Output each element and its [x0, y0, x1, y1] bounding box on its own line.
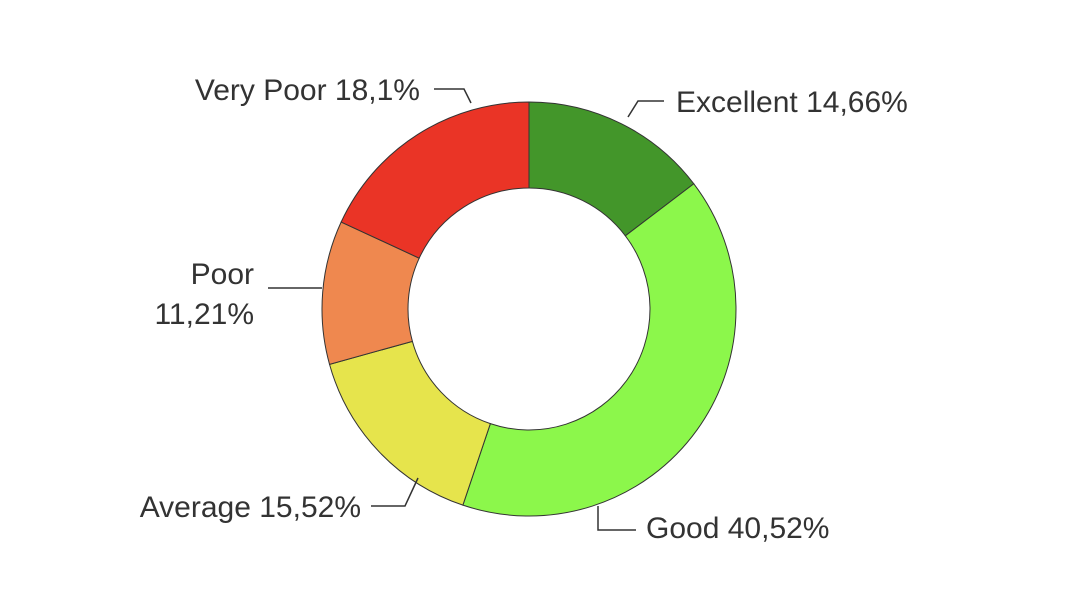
slice-good: [462, 183, 737, 517]
slice-value-good: 40,52%: [728, 512, 830, 545]
slice-category-very-poor: Very Poor: [195, 74, 327, 107]
slice-value-excellent: 14,66%: [806, 86, 908, 119]
slice-category-good: Good: [646, 512, 719, 545]
slice-average: [328, 340, 491, 506]
leader-line-average: [371, 477, 419, 507]
slice-label-very-poor: Very Poor 18,1%: [195, 74, 420, 107]
leader-line-good: [597, 506, 636, 531]
slice-value-average: 15,52%: [259, 491, 361, 524]
slice-very-poor: [340, 101, 530, 259]
slice-category-poor: Poor: [191, 258, 254, 291]
slice-label-excellent: Excellent 14,66%: [676, 86, 908, 119]
slice-label-average: Average 15,52%: [140, 491, 361, 524]
slice-category-average: Average: [140, 491, 251, 524]
leader-line-excellent: [627, 100, 664, 118]
slice-value-very-poor: 18,1%: [335, 74, 420, 107]
slice-label-good: Good 40,52%: [646, 512, 829, 545]
leader-line-very-poor: [434, 88, 472, 104]
donut-slices: [321, 101, 737, 517]
slice-category-excellent: Excellent: [676, 86, 798, 119]
slice-value-poor: 11,21%: [154, 298, 254, 331]
